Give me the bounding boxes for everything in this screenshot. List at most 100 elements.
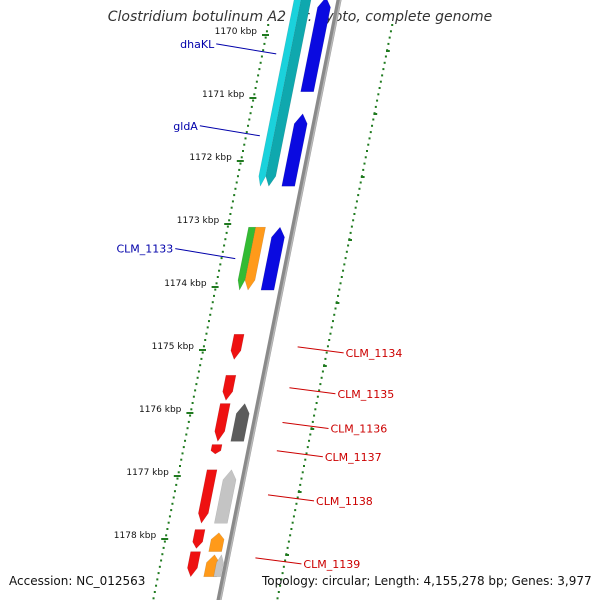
minor-tick	[330, 326, 333, 329]
minor-tick	[290, 528, 293, 530]
minor-tick	[165, 534, 168, 537]
minor-tick	[180, 458, 183, 461]
minor-tick	[377, 93, 380, 96]
gene-arrow	[230, 334, 245, 360]
gene-arrow	[214, 469, 237, 524]
minor-tick	[163, 540, 166, 543]
label-leader	[289, 387, 336, 395]
minor-tick	[284, 559, 287, 562]
minor-tick	[320, 376, 323, 379]
minor-tick	[344, 257, 347, 260]
minor-tick	[265, 30, 268, 33]
minor-tick	[350, 225, 353, 228]
scale-label: 1172 kbp	[189, 153, 232, 163]
minor-tick	[321, 370, 324, 373]
minor-tick	[160, 559, 163, 562]
minor-tick	[316, 395, 319, 398]
minor-tick	[369, 131, 372, 134]
backbone-line	[216, 0, 342, 600]
gene-arrow	[230, 403, 250, 442]
minor-tick	[245, 131, 248, 134]
minor-tick	[376, 99, 379, 102]
minor-tick	[202, 345, 205, 348]
minor-tick	[194, 389, 197, 392]
minor-tick	[252, 99, 255, 102]
minor-tick	[243, 143, 246, 146]
minor-tick	[221, 250, 224, 253]
minor-tick	[214, 288, 217, 291]
minor-tick	[349, 231, 352, 234]
minor-tick	[277, 591, 280, 593]
minor-tick	[175, 483, 178, 486]
gene-arrow	[300, 0, 331, 92]
minor-tick	[204, 339, 207, 341]
minor-tick	[263, 42, 266, 45]
minor-tick	[158, 565, 161, 568]
minor-tick	[362, 168, 365, 171]
minor-tick	[309, 433, 312, 436]
minor-tick	[342, 269, 345, 272]
minor-tick	[311, 420, 314, 423]
minor-tick	[253, 93, 256, 96]
minor-tick	[262, 49, 265, 52]
scale-ticks: 1170 kbp 1171 kbp 1172 kbp 1173 kbp 1174 kbp…	[114, 24, 394, 600]
minor-tick	[340, 276, 343, 278]
minor-tick	[267, 24, 270, 26]
gene-label: gldA	[173, 120, 198, 133]
minor-tick	[294, 509, 297, 512]
minor-tick	[334, 307, 337, 310]
minor-tick	[172, 496, 175, 499]
minor-tick	[153, 591, 156, 593]
gene-label: CLM_1135	[337, 388, 394, 401]
scale-label: 1173 kbp	[177, 216, 220, 226]
minor-tick	[170, 509, 173, 512]
label-leader	[175, 248, 236, 260]
minor-tick	[220, 257, 223, 260]
minor-tick	[318, 389, 321, 392]
gene-arrow	[260, 226, 285, 291]
gene-label: CLM_1139	[303, 558, 360, 571]
gene-features	[187, 0, 331, 578]
minor-tick	[156, 578, 159, 581]
scale-label: 1175 kbp	[152, 342, 195, 352]
minor-tick	[391, 24, 394, 26]
gene-arrow	[265, 0, 312, 187]
minor-tick	[167, 521, 170, 524]
minor-tick	[176, 477, 179, 480]
label-leader	[297, 346, 344, 354]
minor-tick	[236, 175, 239, 178]
minor-tick	[389, 30, 392, 33]
minor-tick	[372, 118, 375, 121]
minor-tick	[381, 74, 384, 77]
gene-label: CLM_1136	[331, 422, 388, 435]
gene-label: CLM_1138	[316, 495, 373, 508]
minor-tick	[299, 483, 302, 486]
minor-tick	[224, 238, 227, 241]
minor-tick	[364, 156, 367, 159]
minor-tick	[240, 156, 243, 159]
label-leader	[199, 125, 260, 137]
gene-arrow	[281, 113, 308, 187]
minor-tick	[209, 313, 212, 316]
minor-tick	[355, 200, 358, 203]
minor-tick	[168, 515, 171, 518]
minor-tick	[244, 137, 247, 140]
minor-tick	[387, 42, 390, 45]
gene-label: dhaKL	[180, 38, 215, 51]
label-leader	[267, 494, 315, 502]
minor-tick	[264, 36, 267, 39]
minor-tick	[211, 301, 214, 304]
minor-tick	[347, 244, 350, 247]
minor-tick	[296, 496, 299, 499]
minor-tick	[238, 168, 241, 171]
gene-arrow	[187, 551, 201, 578]
minor-tick	[213, 294, 216, 297]
minor-tick	[338, 288, 341, 291]
minor-tick	[306, 446, 309, 449]
minor-tick	[363, 162, 366, 165]
minor-tick	[276, 597, 279, 600]
accession-text: Accession: NC_012563	[9, 574, 146, 588]
minor-tick	[291, 521, 294, 524]
minor-tick	[250, 105, 253, 108]
minor-tick	[308, 439, 311, 442]
